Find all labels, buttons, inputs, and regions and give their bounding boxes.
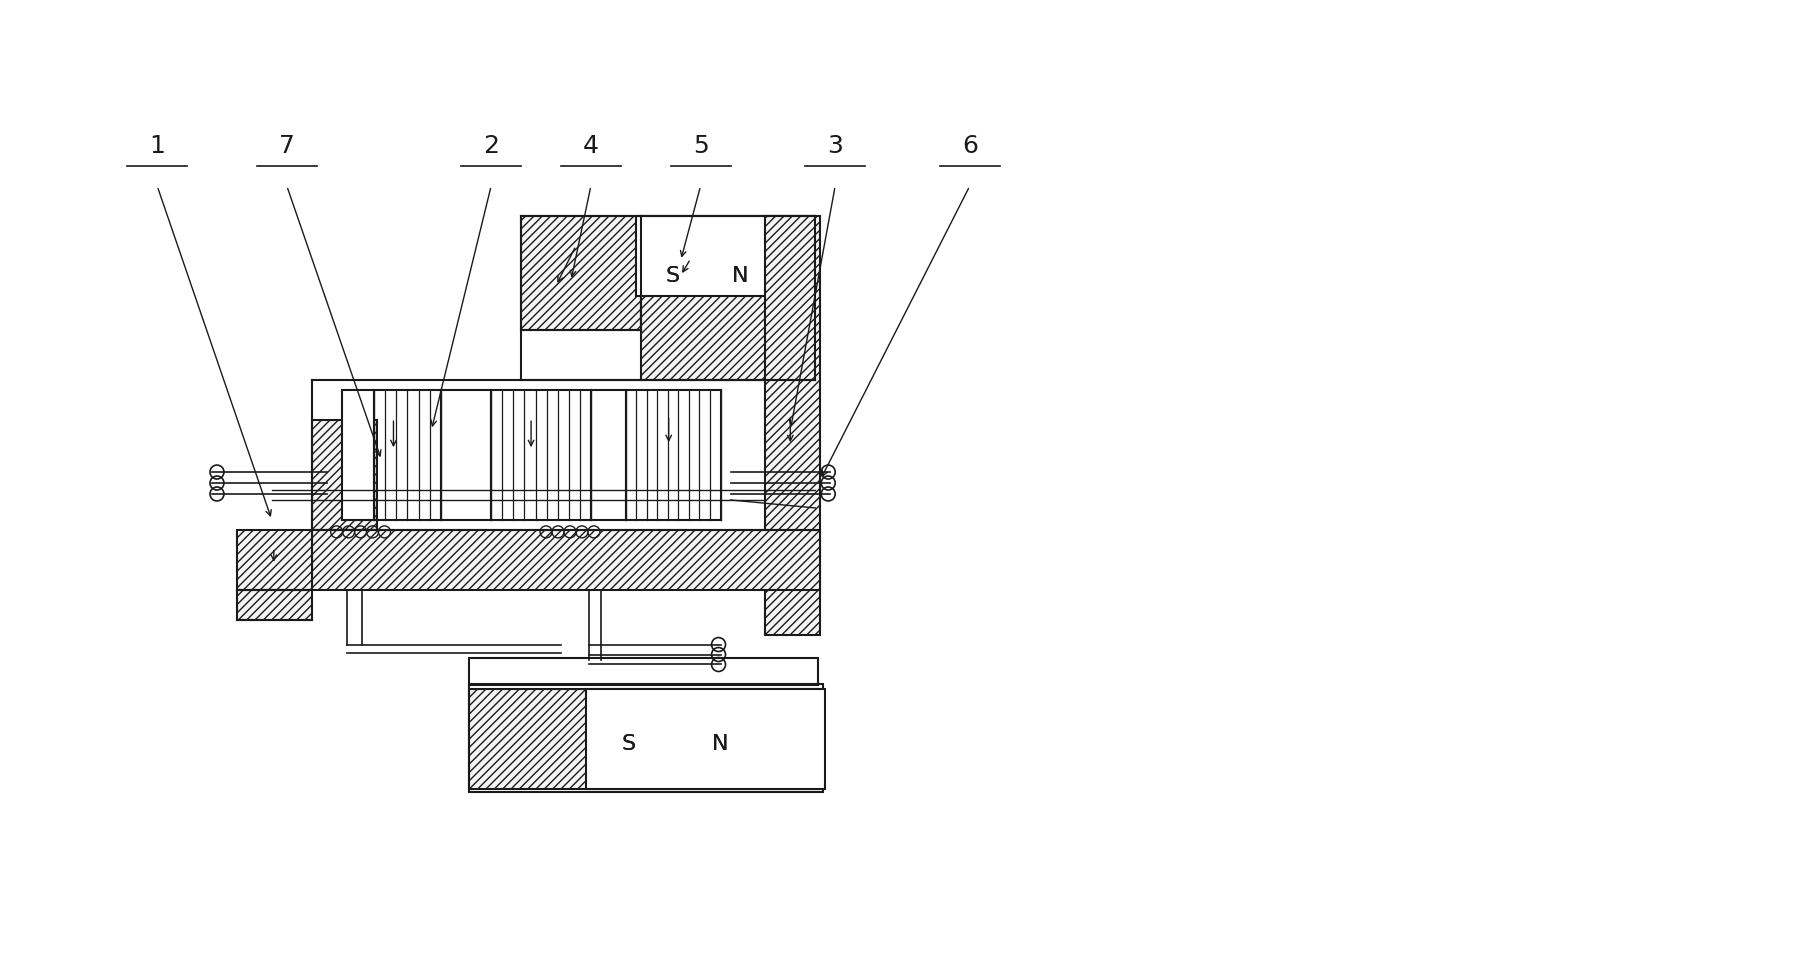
Bar	[591, 390, 625, 520]
Text: S: S	[622, 734, 636, 754]
Bar	[312, 530, 821, 590]
Bar	[765, 216, 821, 634]
Bar	[237, 530, 312, 590]
Bar	[469, 689, 589, 790]
Text: 2: 2	[484, 134, 498, 158]
Bar	[312, 421, 377, 530]
Text: 1: 1	[149, 134, 165, 158]
Text: N: N	[712, 734, 728, 754]
Text: N: N	[732, 265, 748, 286]
Bar	[591, 689, 819, 790]
Text: N: N	[732, 265, 748, 286]
Text: 4: 4	[583, 134, 600, 158]
Bar	[237, 590, 312, 620]
Bar	[641, 216, 815, 381]
Bar	[585, 689, 824, 790]
Bar	[442, 390, 491, 520]
Text: 7: 7	[279, 134, 295, 158]
Bar	[522, 216, 641, 331]
Text: S: S	[622, 734, 636, 754]
Bar	[469, 658, 819, 685]
Bar	[469, 684, 823, 793]
Text: 6: 6	[962, 134, 978, 158]
Bar	[342, 390, 373, 520]
Text: S: S	[665, 265, 680, 286]
Bar	[636, 216, 815, 296]
Text: N: N	[712, 734, 728, 754]
Text: 5: 5	[692, 134, 708, 158]
Text: S: S	[665, 265, 680, 286]
Text: 3: 3	[828, 134, 843, 158]
